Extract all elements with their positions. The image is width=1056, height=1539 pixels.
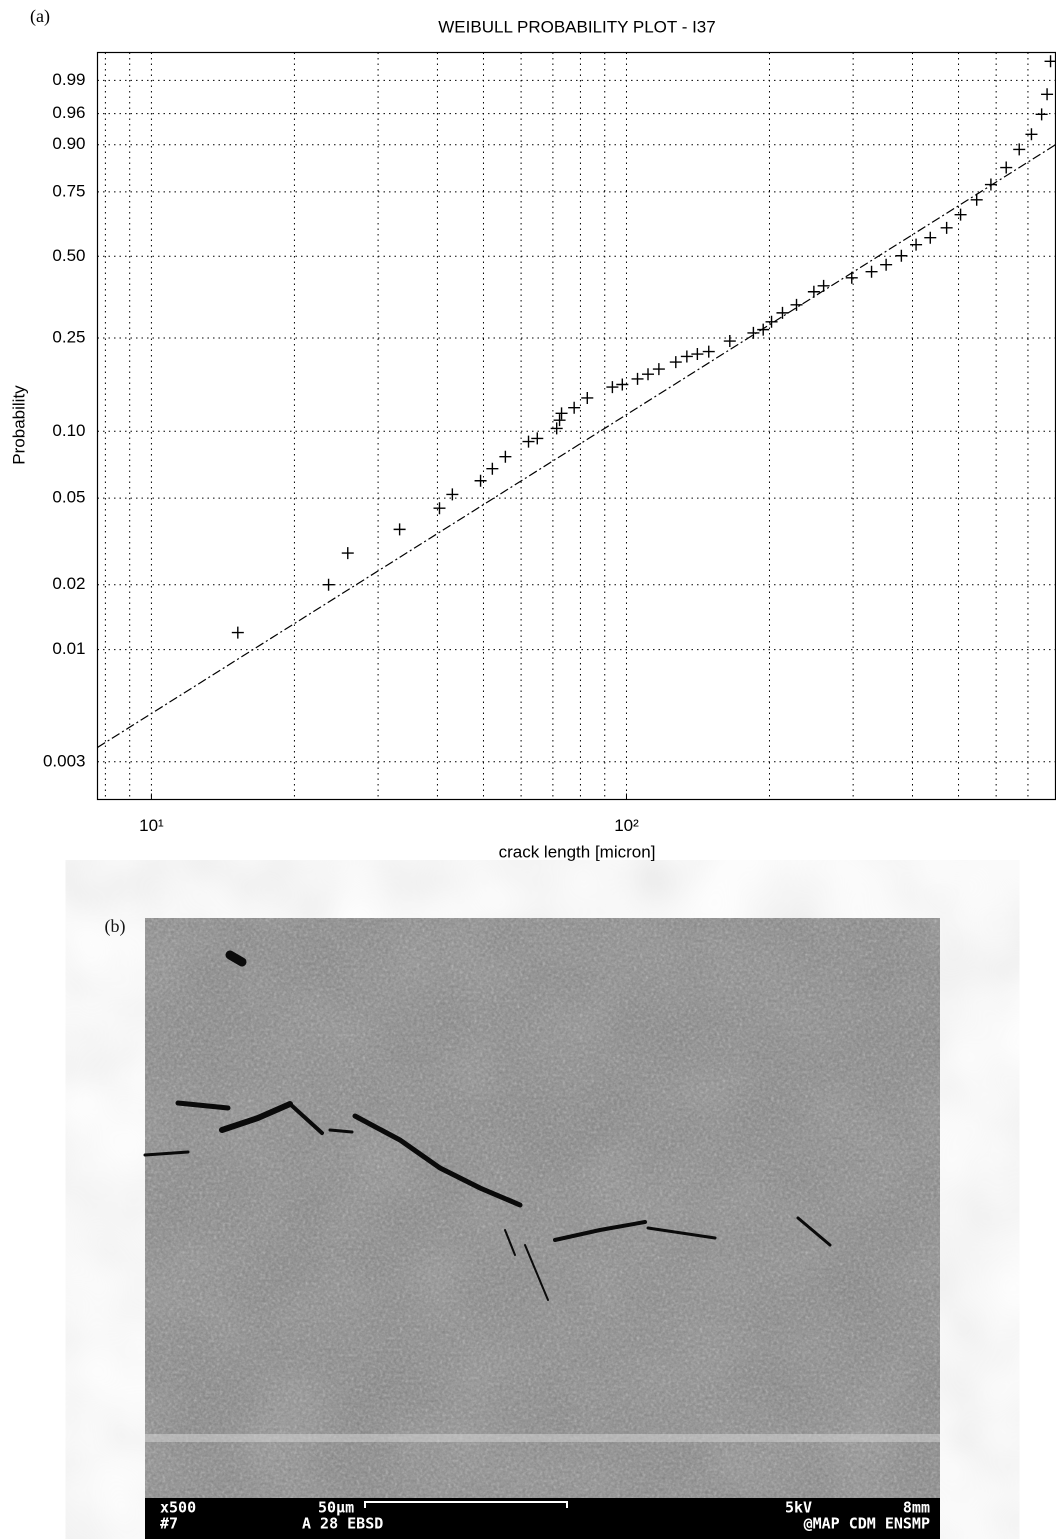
data-point: [776, 306, 789, 319]
y-tick-label: 0.003: [43, 751, 86, 770]
data-point: [910, 238, 923, 251]
lab: @MAP CDM ENSMP: [804, 1515, 930, 1533]
chart-title: WEIBULL PROBABILITY PLOT - I37: [438, 17, 715, 36]
data-point: [393, 523, 406, 536]
data-point: [970, 193, 983, 206]
detector: A 28 EBSD: [302, 1515, 383, 1533]
scale-bar: [364, 1501, 568, 1508]
y-tick-label: 0.01: [52, 639, 85, 658]
data-point: [845, 271, 858, 284]
data-point: [341, 547, 354, 560]
data-point: [880, 258, 893, 271]
y-tick-label: 0.90: [52, 134, 85, 153]
panel-label: (a): [30, 6, 50, 27]
data-point: [984, 178, 997, 191]
y-axis-label: Probability: [9, 385, 28, 465]
micrograph-streak: [145, 1434, 940, 1442]
data-point: [790, 298, 803, 311]
y-tick-label: 0.05: [52, 488, 85, 507]
data-point: [231, 626, 244, 639]
data-point: [1041, 88, 1054, 101]
micrograph: x500 #7 50μm A 28 EBSD 5kV 8mm @MAP CDM …: [143, 918, 940, 1539]
y-tick-label: 0.25: [52, 327, 85, 346]
data-point: [652, 363, 665, 376]
working-distance: 8mm: [903, 1499, 930, 1517]
x-tick-label: 10²: [614, 816, 639, 835]
data-point: [642, 368, 655, 381]
data-point: [817, 279, 830, 292]
plot-frame: [96, 51, 1056, 801]
data-point: [474, 474, 487, 487]
data-point: [616, 378, 629, 391]
data-point: [446, 488, 459, 501]
data-point: [702, 345, 715, 358]
data-point: [723, 335, 736, 348]
data-point: [568, 401, 581, 414]
data-point: [757, 323, 770, 336]
scale-text: 50μm: [318, 1499, 354, 1517]
info-bar: [145, 1498, 940, 1539]
data-point: [486, 462, 499, 475]
data-point: [924, 231, 937, 244]
micrograph-grain: [145, 918, 940, 1498]
panel-label: (b): [105, 916, 126, 937]
x-axis-label: crack length [micron]: [499, 842, 656, 861]
cracks: [143, 950, 832, 1301]
data-point: [691, 348, 704, 361]
y-tick-label: 0.10: [52, 421, 85, 440]
y-tick-label: 0.99: [52, 70, 85, 89]
data-point: [555, 407, 568, 420]
x-tick-label: 10¹: [139, 816, 164, 835]
data-point: [895, 249, 908, 262]
data-point: [1000, 161, 1013, 174]
data-point: [669, 356, 682, 369]
data-point: [531, 432, 544, 445]
data-point: [1025, 128, 1038, 141]
image-number: #7: [160, 1515, 178, 1533]
data-point: [940, 221, 953, 234]
y-tick-label: 0.50: [52, 246, 85, 265]
y-tick-label: 0.02: [52, 574, 85, 593]
magnification: x500: [160, 1499, 196, 1517]
y-tick-label: 0.75: [52, 181, 85, 200]
data-point: [581, 391, 594, 404]
data-point: [631, 372, 644, 385]
data-point: [747, 326, 760, 339]
fit-line: [97, 144, 1056, 748]
data-point: [765, 315, 778, 328]
data-point: [1013, 143, 1026, 156]
data-point: [522, 435, 535, 448]
data-point: [322, 578, 335, 591]
data-point: [865, 265, 878, 278]
data-point: [680, 350, 693, 363]
data-point: [550, 422, 563, 435]
data-point: [499, 450, 512, 463]
data-point: [553, 414, 566, 427]
y-tick-label: 0.96: [52, 103, 85, 122]
data-point: [954, 208, 967, 221]
data-point: [1044, 55, 1056, 68]
data-point: [433, 502, 446, 515]
voltage: 5kV: [785, 1499, 812, 1517]
data-point: [807, 285, 820, 298]
plot-area: 0.003 0.01 0.02 0.05 0.10 0.25 0.50 0.75 0.90 0.9…: [43, 52, 1056, 835]
data-point: [1035, 108, 1048, 121]
data-point: [606, 381, 619, 394]
